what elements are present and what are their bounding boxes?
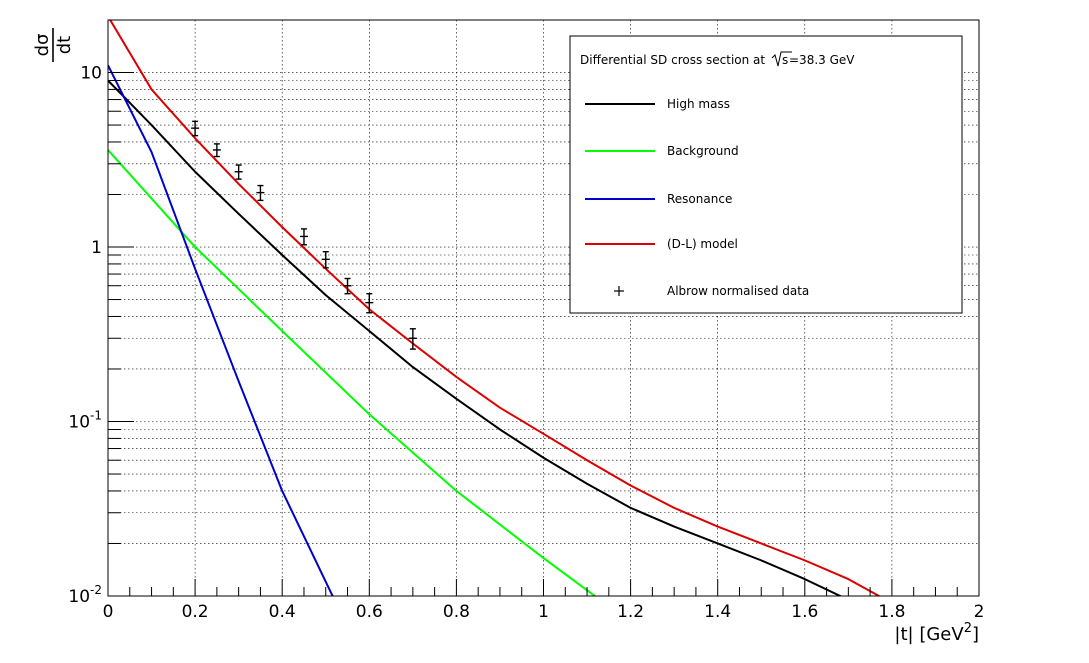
series-line-resonance — [108, 64, 334, 596]
y-tick-label: 10-1 — [68, 409, 102, 433]
x-tick-label: 1.8 — [878, 602, 905, 622]
x-tick-label: 0.8 — [443, 602, 470, 622]
data-point — [365, 293, 374, 314]
legend-label: High mass — [667, 97, 730, 111]
x-axis-label-main: |t| [GeV — [894, 624, 964, 645]
legend-label: Resonance — [667, 192, 732, 206]
data-point — [343, 277, 352, 295]
series-line-d-l-model — [109, 20, 882, 596]
data-point — [299, 228, 308, 246]
y-axis-label-denominator: dt — [54, 36, 75, 54]
x-tick-label: 0.2 — [182, 602, 209, 622]
x-tick-label: 1 — [538, 602, 549, 622]
x-axis-label-sup: 2 — [964, 621, 972, 636]
legend-entries: High mass Background Resonance (D-L) model A… — [585, 97, 809, 298]
data-point — [191, 120, 200, 137]
legend-entry-background: Background — [585, 144, 739, 158]
legend-entry-high-mass: High mass — [585, 97, 730, 111]
y-tick-label: 10 — [80, 64, 102, 84]
legend-entry-albrow-normalised-data: Albrow normalised data — [614, 284, 809, 298]
x-axis-label: |t| [GeV2] — [894, 621, 979, 645]
legend-header-sqrt-arg: s — [782, 53, 788, 67]
x-tick-label: 1.4 — [704, 602, 731, 622]
data-point — [212, 143, 221, 158]
y-tick-base: 10 — [68, 587, 90, 607]
legend-entry-resonance: Resonance — [585, 192, 732, 206]
data-point — [321, 251, 330, 269]
y-tick-exponent: -1 — [90, 409, 102, 423]
data-point — [234, 164, 243, 180]
legend-header-value: =38.3 GeV — [789, 53, 855, 67]
x-tick-label: 0.6 — [356, 602, 383, 622]
series-layer — [108, 20, 882, 596]
y-tick-base: 10 — [68, 413, 90, 433]
x-tick-label: 1.6 — [791, 602, 818, 622]
y-tick-exponent: -2 — [90, 583, 102, 597]
x-tick-label: 0.4 — [269, 602, 296, 622]
axis-ticks — [107, 19, 980, 597]
data-point — [256, 184, 265, 202]
y-tick-label: 10-2 — [68, 583, 102, 607]
legend-label: (D-L) model — [667, 237, 738, 251]
y-axis-label: dσ dt — [32, 28, 75, 62]
x-tick-label: 2 — [974, 602, 985, 622]
x-axis-label-end: ] — [972, 624, 979, 645]
series-albrow-normalised-data — [191, 120, 417, 350]
legend-label: Albrow normalised data — [667, 284, 809, 298]
series-line-background — [108, 149, 597, 596]
x-tick-label: 0 — [103, 602, 114, 622]
y-axis-label-numerator: dσ — [32, 34, 53, 57]
legend-label: Background — [667, 144, 739, 158]
sqrt-symbol-icon — [771, 51, 792, 67]
series-line-high-mass — [108, 79, 843, 596]
legend-entry-d-l-model: (D-L) model — [585, 237, 738, 251]
x-tick-label: 1.2 — [617, 602, 644, 622]
legend-box — [569, 35, 963, 314]
legend-header: Differential SD cross section at — [580, 53, 765, 67]
y-tick-label: 1 — [91, 238, 102, 258]
legend: Differential SD cross section at s =38.3… — [569, 35, 963, 314]
data-point — [408, 328, 417, 350]
